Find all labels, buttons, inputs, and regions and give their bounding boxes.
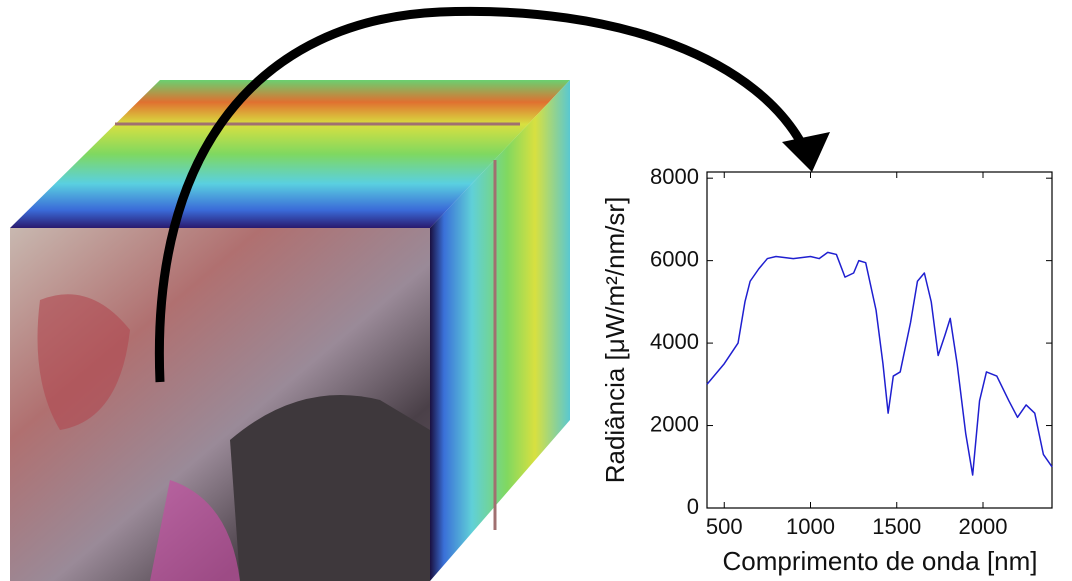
figure: Comprimento de onda [nm] Radiância [μW/m…: [0, 0, 1072, 581]
y-tick-label: 8000: [650, 164, 699, 189]
x-tick-label: 1500: [872, 514, 921, 539]
y-tick-label: 6000: [650, 246, 699, 271]
dark-region: [230, 395, 430, 581]
arrow-head: [782, 132, 830, 172]
hyperspectral-cube: [10, 80, 570, 581]
x-tick-label: 2000: [959, 514, 1008, 539]
y-axis-label: Radiância [μW/m²/nm/sr]: [600, 197, 630, 484]
y-tick-label: 4000: [650, 329, 699, 354]
y-tick-label: 2000: [650, 411, 699, 436]
y-tick-label: 0: [687, 494, 699, 519]
x-tick-label: 1000: [786, 514, 835, 539]
x-tick-label: 500: [706, 514, 743, 539]
x-axis-label: Comprimento de onda [nm]: [722, 546, 1037, 576]
spectrum-line: [707, 252, 1052, 475]
